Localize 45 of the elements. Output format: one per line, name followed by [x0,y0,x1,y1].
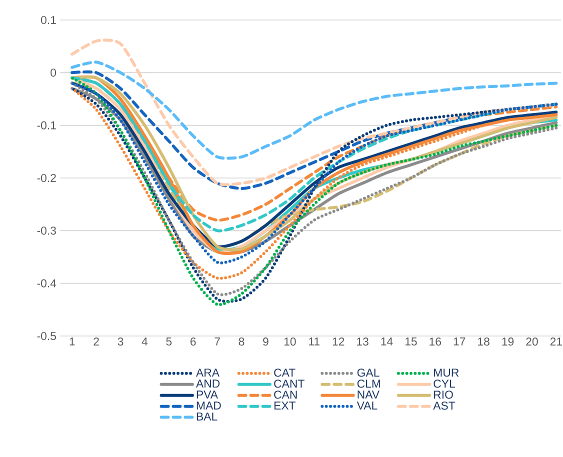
legend-label: CLM [357,380,380,388]
y-tick-label: -0.5 [37,332,56,340]
y-tick-label: -0.3 [37,226,56,235]
x-tick-label: 20 [526,338,538,346]
y-tick-label: -0.4 [37,279,56,288]
legend-label: CYL [434,380,456,388]
legend-label: AST [433,402,456,410]
x-tick-label: 17 [454,338,466,346]
x-tick-label: 2 [94,338,99,346]
legend-label: AND [196,380,220,388]
y-tick-label: 0 [50,68,56,77]
legend-label: PVA [196,390,218,399]
x-tick-label: 9 [263,338,268,346]
x-tick-label: 5 [166,338,172,346]
legend-label: RIO [434,390,453,399]
x-tick-label: 7 [214,338,220,346]
x-tick-label: 15 [405,338,417,346]
x-tick-label: 8 [238,338,244,346]
x-tick-label: 19 [502,338,514,346]
x-tick-label: 14 [381,338,393,346]
y-tick-label: -0.1 [37,121,56,130]
x-tick-label: 16 [430,338,442,346]
x-tick-label: 11 [309,338,320,346]
x-tick-label: 6 [190,338,196,346]
x-tick-label: 21 [550,338,562,346]
legend-label: VAL [356,402,378,410]
legend-label: MAD [196,402,221,410]
legend-label: GAL [357,368,380,377]
legend-label: CANT [274,380,304,388]
x-tick-label: 13 [357,338,368,346]
legend-label: NAV [358,390,380,399]
legend-label: MUR [434,368,459,377]
legend-label: CAN [274,390,297,399]
legend-label: CAT [274,368,296,377]
y-tick-label: 0.1 [41,16,56,24]
x-tick-label: 12 [332,338,344,346]
legend-label: ARA [196,368,220,377]
legend-label: BAL [196,412,218,420]
x-tick-label: 10 [284,338,296,346]
y-tick-label: -0.2 [37,174,56,182]
x-tick-label: 1 [70,338,75,346]
x-tick-label: 3 [118,338,124,346]
x-tick-label: 18 [478,338,490,346]
x-tick-label: 4 [142,338,148,346]
legend-label: EXT [274,402,296,410]
